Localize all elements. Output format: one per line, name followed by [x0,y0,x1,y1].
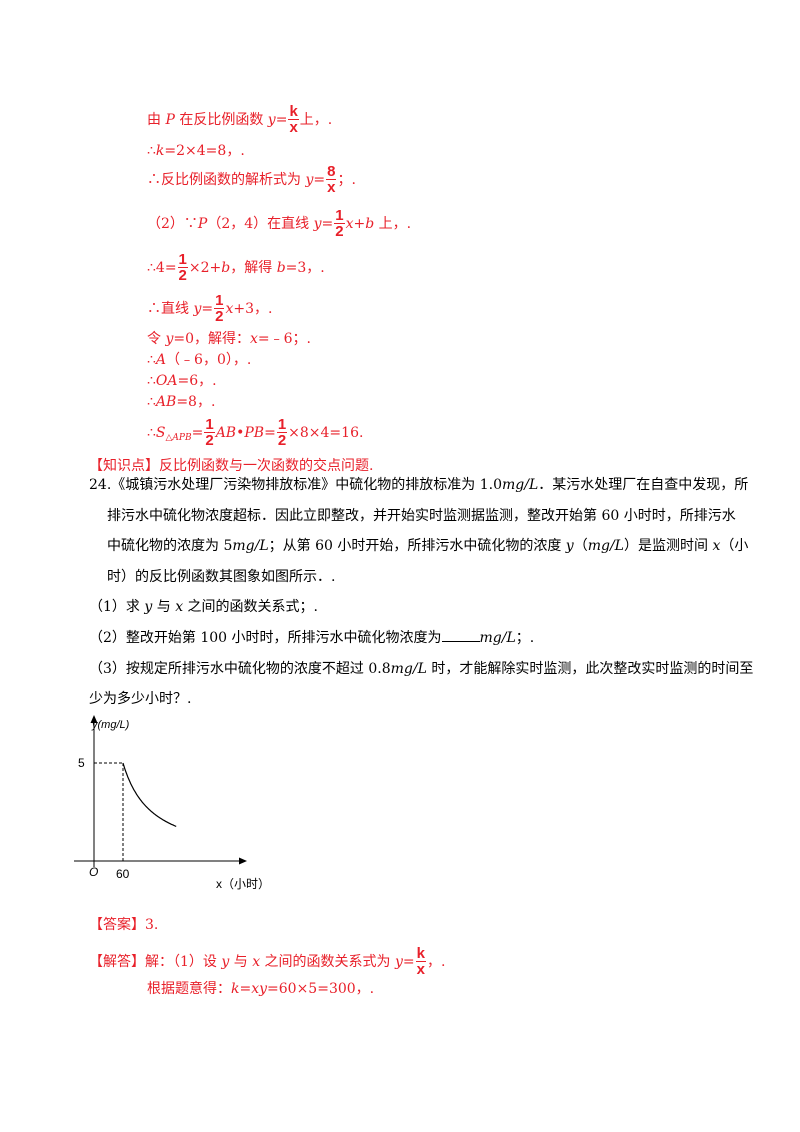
question-3-cont: 少为多少小时？. [89,691,192,707]
solution-line-10: ∴AB=8，. [147,394,216,410]
answer-blank [441,629,480,642]
knowledge-tag: 【知识点】 [89,458,159,474]
answer-value: 3. [145,917,159,933]
solution-line-1: 由 P 在反比例函数 y= k x 上，. [147,103,333,136]
y-axis-label: y(mg/L) [91,719,130,731]
y-axis-arrow [90,715,98,723]
y-tick-5: 5 [78,756,85,770]
problem-line-4: 时）的反比例函数其图象如图所示．. [107,569,336,585]
solution-line-4: （2）∵P（2，4）在直线 y= 1 2 x+b 上，. [147,207,412,240]
solution-line-3: ∴反比例函数的解析式为 y= 8 x；. [147,163,356,196]
origin-label: O [89,865,98,879]
question-2: （2）整改开始第 100 小时时，所排污水中硫化物浓度为 mg/L；. [89,629,535,646]
solution-line-6: ∴直线 y= 1 2 x+3，. [147,292,273,325]
x-tick-60: 60 [116,867,130,881]
solution-line-2: ∴k=2×4=8，. [147,143,245,159]
x-axis-arrow [239,857,247,865]
knowledge-point: 【知识点】反比例函数与一次函数的交点问题. [89,458,374,474]
question-1: （1）求 y 与 x 之间的函数关系式；. [89,599,318,615]
solution-tag: 【解答】 [89,954,145,970]
x-axis-label: x（小时） [216,877,270,891]
problem-line-1: 24.《城镇污水处理厂污染物排放标准》中硫化物的排放标准为 1.0mg/L．某污… [89,477,749,493]
solution-line-a: 【解答】解：（1）设 y 与 x 之间的函数关系式为 y= k x，. [89,945,446,978]
solution-line-5: ∴4= 1 2 ×2+b，解得 b=3，. [147,251,325,284]
problem-line-3: 中硫化物的浓度为 5mg/L；从第 60 小时开始，所排污水中硫化物的浓度 y（… [107,538,749,554]
solution-line-7: 令 y=0，解得：x=﹣6；. [147,331,312,347]
problem-line-2: 排污水中硫化物浓度超标．因此立即整改，并开始实时监测据监测，整改开始第 60 小… [107,508,736,524]
solution-line-8: ∴A（﹣6，0），. [147,352,252,368]
question-3: （3）按规定所排污水中硫化物的浓度不超过 0.8mg/L 时，才能解除实时监测，… [89,661,754,677]
solution-line-b: 根据题意得：k=xy=60×5=300，. [147,981,375,997]
answer-tag: 【答案】 [89,917,145,933]
concentration-graph: y(mg/L) 5 O 60 x（小时） [74,715,270,891]
answer-line: 【答案】3. [89,916,158,934]
solution-line-9: ∴OA=6，. [147,373,217,389]
solution-line-11: ∴S△APB= 1 2 AB•PB= 1 2 ×8×4=16. [147,416,364,449]
inverse-proportion-curve [122,762,177,827]
